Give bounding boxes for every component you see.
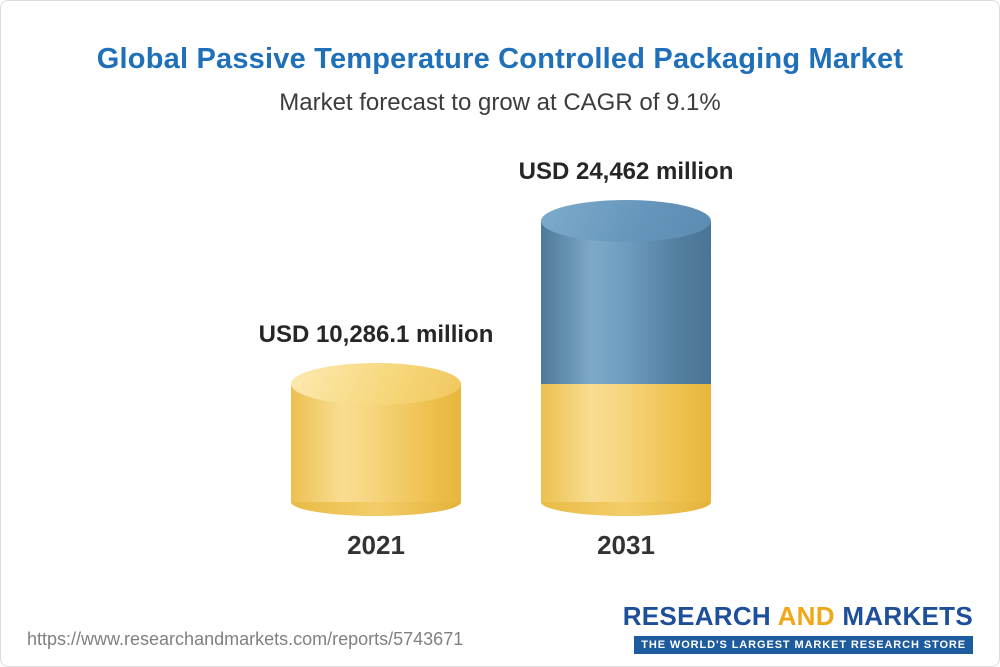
bar-group-2021: USD 10,286.1 million 2021: [259, 321, 494, 560]
logo-wordmark: RESEARCH AND MARKETS: [623, 601, 973, 632]
chart-title: Global Passive Temperature Controlled Pa…: [96, 43, 904, 75]
cylinder-2031: [541, 200, 711, 516]
cylinder-cap-2021: [291, 363, 461, 405]
bar-group-2031: USD 24,462 million 2031: [519, 158, 734, 560]
logo-word-markets: MARKETS: [842, 601, 973, 631]
cylinder-seg-2031-growth: [541, 221, 711, 384]
value-label-2031: USD 24,462 million: [518, 158, 734, 185]
research-and-markets-logo: RESEARCH AND MARKETS THE WORLD'S LARGEST…: [623, 601, 973, 654]
value-label-2021: USD 10,286.1 million: [258, 321, 494, 348]
cylinder-cap-2031: [541, 200, 711, 242]
logo-word-and: AND: [777, 601, 835, 631]
cylinder-seg-2031-base: [541, 384, 711, 502]
report-url-link[interactable]: https://www.researchandmarkets.com/repor…: [27, 629, 464, 649]
year-label-2031: 2031: [597, 530, 655, 560]
logo-word-research: RESEARCH: [622, 601, 772, 631]
logo-tagline: THE WORLD'S LARGEST MARKET RESEARCH STOR…: [634, 636, 973, 654]
cylinder-2021: [291, 363, 461, 516]
chart-subtitle: Market forecast to grow at CAGR of 9.1%: [279, 89, 721, 116]
year-label-2021: 2021: [347, 530, 405, 560]
